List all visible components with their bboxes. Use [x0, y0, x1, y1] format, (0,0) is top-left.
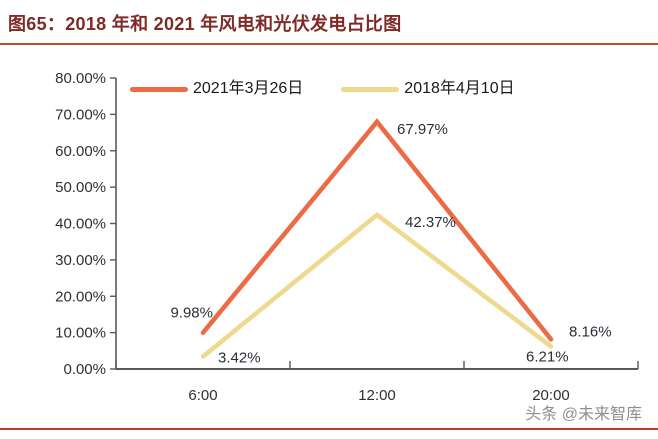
y-axis-tick-label: 50.00%: [55, 179, 106, 196]
data-label: 6.21%: [526, 348, 569, 365]
chart-axes: 0.00% 10.00% 20.00% 30.00% 40.00% 50.00% 60.00…: [55, 70, 639, 404]
legend-item-2018: 2018年4月10日: [341, 80, 515, 97]
legend-item-2021: 2021年3月26日: [130, 81, 303, 97]
y-axis-tick-label: 10.00%: [55, 325, 106, 342]
legend-label-2018: 2018年4月10日: [404, 80, 515, 97]
bottom-rule: [0, 428, 658, 430]
x-axis-tick-label: 20:00: [532, 387, 570, 404]
chart-series-lines: [200, 118, 554, 359]
legend-swatch-2021-icon: [130, 86, 188, 92]
data-label: 9.98%: [170, 305, 213, 322]
watermark: 头条 @未来智库: [525, 406, 642, 423]
y-axis-tick-label: 80.00%: [55, 70, 106, 87]
series-line-2021: [200, 118, 554, 342]
x-axis-tick-label: 12:00: [358, 387, 396, 404]
y-axis-tick-label: 20.00%: [55, 288, 106, 305]
series-line-2018: [200, 211, 554, 359]
chart-data-labels: 9.98% 67.97% 8.16% 3.42% 42.37% 6.21%: [170, 121, 611, 367]
figure-title: 图65：2018 年和 2021 年风电和光伏发电占比图: [8, 14, 402, 34]
chart-legend: 2021年3月26日 2018年4月10日: [130, 81, 515, 97]
legend-label-2021: 2021年3月26日: [193, 80, 304, 97]
data-label: 67.97%: [397, 121, 448, 138]
y-axis-tick-label: 40.00%: [55, 216, 106, 233]
x-axis-tick-label: 6:00: [188, 387, 217, 404]
y-axis-tick-label: 70.00%: [55, 106, 106, 123]
y-axis-tick-label: 0.00%: [63, 361, 106, 378]
figure-panel: 图65：2018 年和 2021 年风电和光伏发电占比图 0.00% 10.00%…: [0, 0, 658, 430]
data-label: 8.16%: [569, 323, 612, 340]
y-axis-tick-label: 30.00%: [55, 252, 106, 269]
legend-swatch-2018-icon: [341, 86, 400, 92]
title-underline: [0, 43, 658, 45]
data-label: 42.37%: [405, 214, 456, 231]
data-label: 3.42%: [218, 350, 261, 367]
y-axis-tick-label: 60.00%: [55, 143, 106, 160]
